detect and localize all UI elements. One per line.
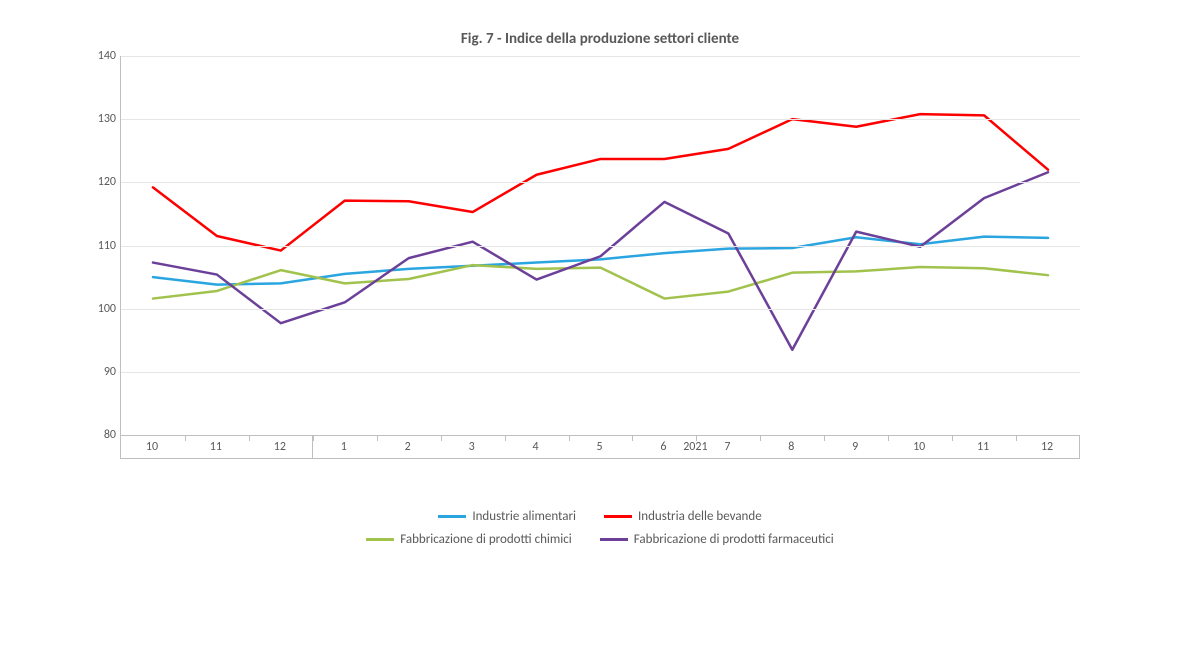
y-tick-label: 80: [81, 428, 116, 442]
x-tick-label: 7: [724, 440, 730, 454]
x-year-label: 2021: [683, 440, 707, 454]
legend-swatch: [600, 538, 628, 541]
legend-item: Industria delle bevande: [604, 509, 762, 524]
legend-label: Industria delle bevande: [638, 509, 762, 524]
gridline: [121, 182, 1080, 183]
x-tick-label: 1: [341, 440, 347, 454]
legend-label: Fabbricazione di prodotti farmaceutici: [634, 532, 834, 547]
chart-title: Fig. 7 - Indice della produzione settori…: [120, 30, 1080, 48]
gridline: [121, 309, 1080, 310]
x-tick-label: 8: [788, 440, 794, 454]
x-tick-label: 6: [660, 440, 666, 454]
series-line: [153, 237, 1048, 285]
x-tick-label: 11: [210, 440, 222, 454]
legend-label: Fabbricazione di prodotti chimici: [400, 532, 572, 547]
y-tick-label: 130: [81, 112, 116, 126]
x-tick-label: 11: [977, 440, 989, 454]
legend-item: Fabbricazione di prodotti farmaceutici: [600, 532, 834, 547]
y-tick-label: 140: [81, 49, 116, 63]
legend-swatch: [366, 538, 394, 541]
y-tick-label: 90: [81, 365, 116, 379]
y-tick-label: 120: [81, 175, 116, 189]
x-tick-label: 3: [469, 440, 475, 454]
y-tick-label: 100: [81, 302, 116, 316]
plot-area: 8090100110120130140: [120, 56, 1080, 436]
chart-container: Fig. 7 - Indice della produzione settori…: [120, 30, 1080, 590]
x-axis-year-row: 2021: [120, 458, 1080, 481]
y-axis-labels: 8090100110120130140: [81, 56, 116, 435]
legend-label: Industrie alimentari: [472, 509, 576, 524]
y-tick-label: 110: [81, 239, 116, 253]
legend-swatch: [438, 515, 466, 518]
x-tick-label: 2: [405, 440, 411, 454]
gridline: [121, 56, 1080, 57]
x-axis-labels: 101112123456789101112: [120, 436, 1080, 458]
x-tick-label: 12: [274, 440, 286, 454]
legend-item: Fabbricazione di prodotti chimici: [366, 532, 572, 547]
x-tick-label: 12: [1041, 440, 1053, 454]
x-tick-label: 10: [146, 440, 158, 454]
gridline: [121, 119, 1080, 120]
gridline: [121, 372, 1080, 373]
gridline: [121, 246, 1080, 247]
legend-swatch: [604, 515, 632, 518]
x-tick-label: 10: [913, 440, 925, 454]
x-tick-label: 4: [533, 440, 539, 454]
legend-item: Industrie alimentari: [438, 509, 576, 524]
legend: Industrie alimentari Industria delle beva…: [120, 505, 1080, 551]
x-tick-label: 9: [852, 440, 858, 454]
series-line: [153, 172, 1048, 350]
x-tick-label: 5: [596, 440, 602, 454]
